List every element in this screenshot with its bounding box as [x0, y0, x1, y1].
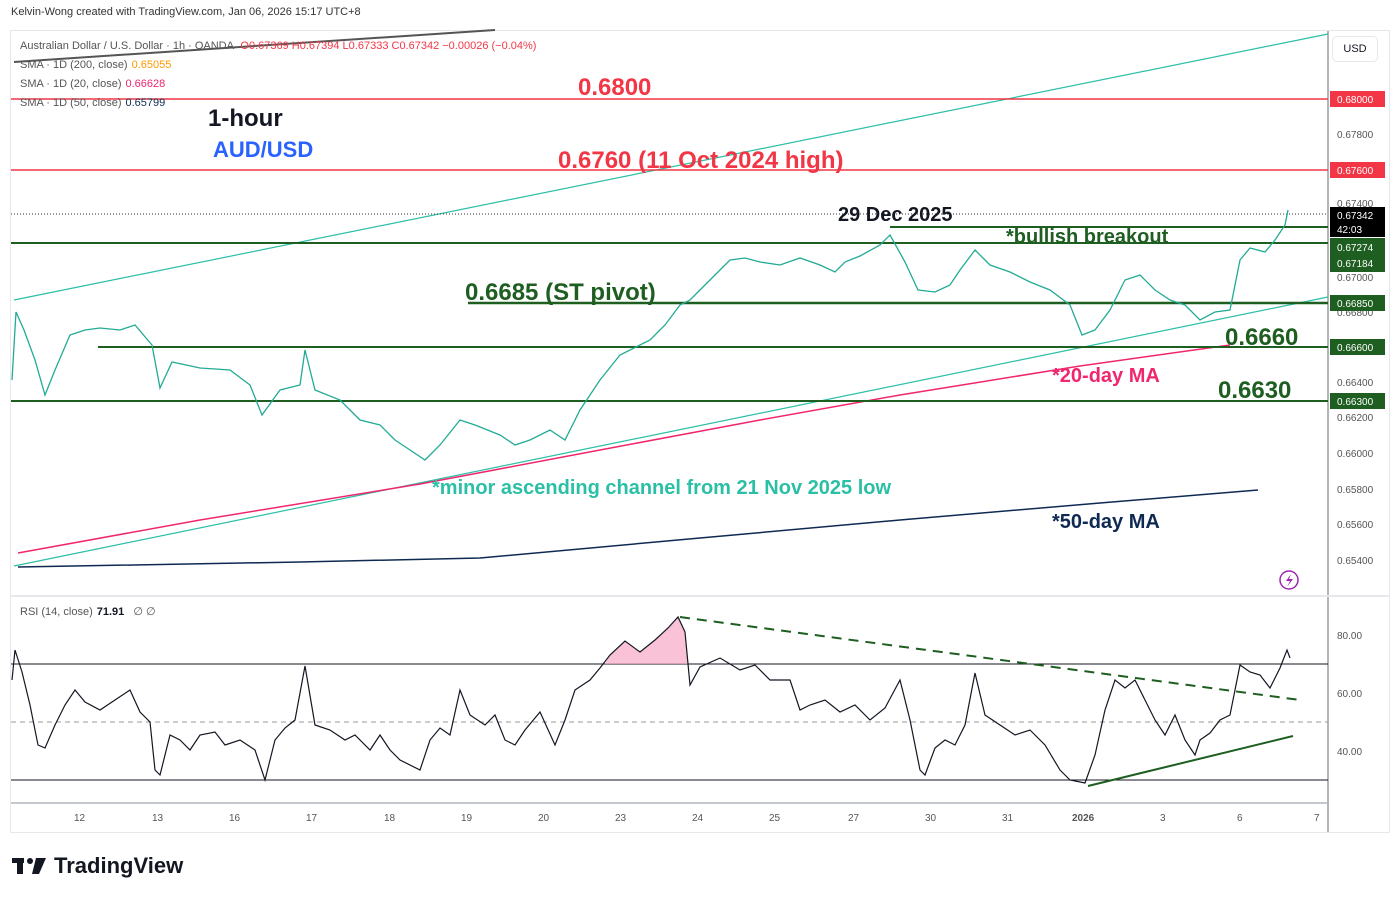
svg-text:80.00: 80.00 — [1337, 631, 1362, 642]
annotation-s2: 0.6630 — [1218, 377, 1291, 404]
svg-text:2026: 2026 — [1072, 813, 1095, 824]
svg-text:18: 18 — [384, 813, 396, 824]
svg-text:17: 17 — [306, 813, 318, 824]
svg-text:0.66600: 0.66600 — [1337, 343, 1374, 354]
svg-text:0.67342: 0.67342 — [1337, 211, 1374, 222]
sma200-legend[interactable]: SMA · 1D (200, close) 0.65055 — [20, 59, 172, 71]
annotation-r1: 0.6800 — [578, 74, 651, 101]
svg-text:7: 7 — [1314, 813, 1320, 824]
svg-text:0.67184: 0.67184 — [1337, 259, 1374, 270]
annotation-ma20: *20-day MA — [1052, 365, 1160, 387]
annotation-channel: *minor ascending channel from 21 Nov 202… — [432, 477, 891, 499]
svg-text:24: 24 — [692, 813, 704, 824]
svg-text:12: 12 — [74, 813, 86, 824]
svg-text:0.68000: 0.68000 — [1337, 95, 1374, 106]
symbol-legend[interactable]: Australian Dollar / U.S. Dollar · 1h · O… — [20, 40, 536, 52]
annotation-pair: AUD/USD — [213, 137, 313, 162]
annotation-breakout: *bullish breakout — [1006, 226, 1169, 248]
svg-text:13: 13 — [152, 813, 164, 824]
annotation-pivot: 0.6685 (ST pivot) — [465, 279, 656, 306]
svg-text:0.66850: 0.66850 — [1337, 299, 1374, 310]
svg-text:0.66300: 0.66300 — [1337, 397, 1374, 408]
ohlc-values: O0.67369 H0.67394 L0.67333 C0.67342 −0.0… — [240, 40, 537, 52]
price-axis[interactable]: 0.67800 0.67400 0.67000 0.66800 0.66400 … — [1337, 130, 1374, 567]
svg-text:20: 20 — [538, 813, 550, 824]
annotation-s1: 0.6660 — [1225, 324, 1298, 351]
svg-text:0.67400: 0.67400 — [1337, 199, 1374, 210]
svg-text:0.67274: 0.67274 — [1337, 243, 1374, 254]
svg-text:42:03: 42:03 — [1337, 225, 1362, 236]
svg-text:0.66400: 0.66400 — [1337, 378, 1374, 389]
currency-button[interactable]: USD — [1332, 36, 1378, 62]
svg-text:40.00: 40.00 — [1337, 747, 1362, 758]
svg-text:3: 3 — [1160, 813, 1166, 824]
svg-text:30: 30 — [925, 813, 937, 824]
annotation-ma50: *50-day MA — [1052, 511, 1160, 533]
svg-text:16: 16 — [229, 813, 241, 824]
svg-text:0.65600: 0.65600 — [1337, 520, 1374, 531]
tradingview-logo[interactable]: TradingView — [12, 853, 183, 879]
chart-credit: Kelvin-Wong created with TradingView.com… — [11, 6, 361, 18]
symbol-description: Australian Dollar / U.S. Dollar · 1h · O… — [20, 40, 234, 52]
annotation-r2: 0.6760 (11 Oct 2024 high) — [558, 147, 843, 174]
svg-text:25: 25 — [769, 813, 781, 824]
rsi-legend[interactable]: RSI (14, close) 71.91 ∅ ∅ — [20, 606, 156, 618]
svg-text:60.00: 60.00 — [1337, 689, 1362, 700]
chart-frame — [10, 30, 1390, 833]
time-axis[interactable]: 12 13 16 17 18 19 20 23 24 25 27 30 31 2… — [74, 813, 1320, 824]
svg-text:27: 27 — [848, 813, 860, 824]
svg-text:0.67800: 0.67800 — [1337, 130, 1374, 141]
svg-text:0.67600: 0.67600 — [1337, 166, 1374, 177]
annotation-timeframe: 1-hour — [208, 105, 283, 132]
svg-text:0.66200: 0.66200 — [1337, 413, 1374, 424]
tradingview-logo-icon — [12, 858, 46, 874]
price-badges: 0.68000 0.67600 0.67342 42:03 0.67274 0.… — [1330, 91, 1385, 409]
svg-text:0.67000: 0.67000 — [1337, 273, 1374, 284]
svg-text:19: 19 — [461, 813, 473, 824]
rsi-pane[interactable]: 80.00 60.00 40.00 — [11, 615, 1362, 787]
sma50-legend[interactable]: SMA · 1D (50, close) 0.65799 — [20, 97, 166, 109]
svg-text:0.66000: 0.66000 — [1337, 449, 1374, 460]
svg-text:0.66800: 0.66800 — [1337, 308, 1374, 319]
sma20-legend[interactable]: SMA · 1D (20, close) 0.66628 — [20, 78, 166, 90]
svg-text:31: 31 — [1002, 813, 1014, 824]
svg-text:0.65800: 0.65800 — [1337, 485, 1374, 496]
svg-text:6: 6 — [1237, 813, 1243, 824]
svg-text:23: 23 — [615, 813, 627, 824]
lightning-icon[interactable] — [1279, 570, 1299, 590]
svg-text:0.65400: 0.65400 — [1337, 556, 1374, 567]
annotation-date-high: 29 Dec 2025 — [838, 204, 953, 226]
